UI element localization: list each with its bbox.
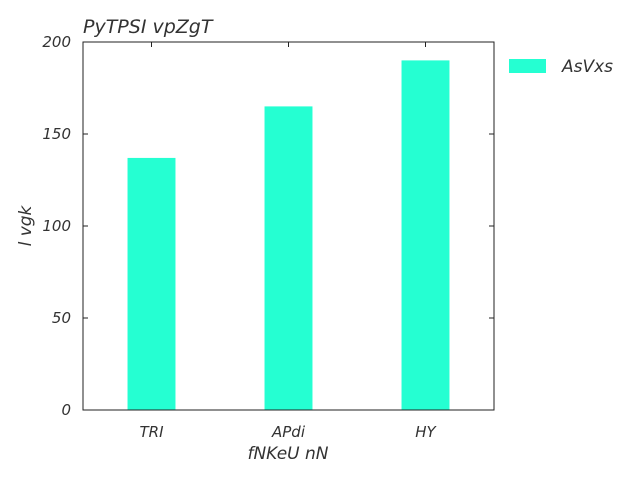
y-tick-label: 0 — [61, 401, 71, 419]
y-tick-label: 200 — [42, 33, 71, 51]
y-tick-label: 50 — [52, 309, 71, 327]
y-tick-label: 150 — [42, 125, 71, 143]
bar-hy — [401, 60, 450, 411]
y-tick-label: 100 — [42, 217, 71, 235]
bar-apdi — [264, 106, 313, 411]
bar-tri — [127, 157, 176, 410]
legend: AsVxs — [509, 57, 613, 77]
x-tick-label: TRI — [139, 423, 164, 441]
x-axis-label: fNKeU nN — [247, 444, 328, 464]
plot-frame — [82, 41, 495, 411]
x-tick-labels: TRI APdi HY — [139, 423, 437, 441]
legend-swatch — [509, 59, 546, 73]
legend-label: AsVxs — [561, 57, 613, 77]
y-axis-label: l vgk — [16, 204, 36, 246]
x-tick-label: HY — [415, 423, 437, 441]
bars — [127, 60, 450, 411]
chart-title: PyTPSI vpZgT — [83, 16, 214, 38]
y-tick-labels: 0 50 100 150 200 — [42, 33, 71, 419]
x-tick-label: APdi — [271, 423, 306, 441]
